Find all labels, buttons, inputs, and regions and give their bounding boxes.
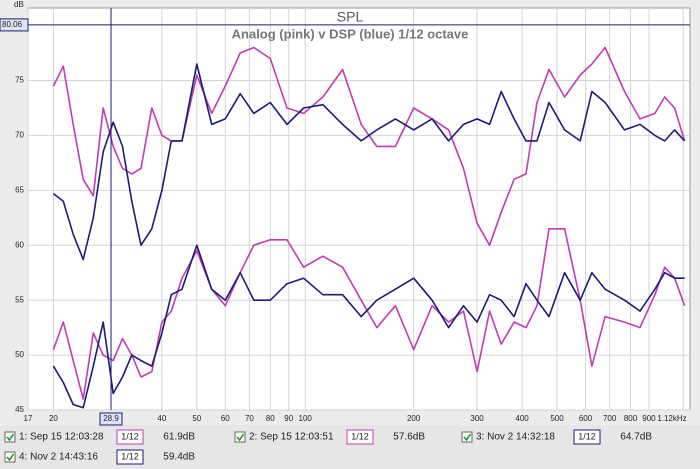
x-tick-label: 40 xyxy=(157,414,166,423)
legend-label: 2: Sep 15 12:03:51 xyxy=(249,432,334,443)
smoothing-label: 1/12 xyxy=(121,431,139,441)
smoothing-box xyxy=(573,429,601,445)
x-tick-label: 100 xyxy=(299,414,313,423)
cursor-value: 61.9dB xyxy=(163,432,195,443)
cursor-x-box xyxy=(99,412,123,426)
series-line xyxy=(52,63,686,261)
x-tick-label: 200 xyxy=(407,414,421,423)
y-unit: dB xyxy=(14,0,24,9)
legend-checkbox xyxy=(234,431,246,443)
y-tick-label: 60 xyxy=(15,240,24,249)
x-tick-label: 800 xyxy=(624,414,638,423)
x-tick-label: 1.12kHz xyxy=(657,414,686,423)
x-tick-label: 700 xyxy=(603,414,617,423)
series-line xyxy=(52,228,686,400)
cursor-value: 57.6dB xyxy=(393,432,425,443)
series-line xyxy=(52,46,686,246)
cursor-value: 59.4dB xyxy=(163,452,195,463)
y-tick-label: 75 xyxy=(15,76,24,85)
x-tick-label: 50 xyxy=(192,414,201,423)
smoothing-label: 1/12 xyxy=(578,431,596,441)
cursor-x-label: 28.9 xyxy=(103,414,119,423)
legend-checkbox xyxy=(4,451,16,463)
y-tick-label: 45 xyxy=(15,405,24,414)
series-line xyxy=(52,244,685,409)
plot-area xyxy=(27,7,691,411)
x-tick-label: 60 xyxy=(221,414,230,423)
legend-label: 1: Sep 15 12:03:28 xyxy=(19,432,104,443)
legend-check xyxy=(463,433,472,442)
smoothing-label: 1/12 xyxy=(351,431,369,441)
x-tick-label: 70 xyxy=(245,414,254,423)
legend-check xyxy=(6,433,15,442)
legend-check xyxy=(6,453,15,462)
smoothing-box xyxy=(116,449,144,465)
x-tick-label: 900 xyxy=(642,414,656,423)
y-tick-label: 70 xyxy=(15,131,24,140)
legend-checkbox xyxy=(4,431,16,443)
y-tick-label: 50 xyxy=(15,350,24,359)
x-tick-label: 17 xyxy=(24,414,33,423)
cursor-y-box xyxy=(0,18,29,32)
legend-check xyxy=(236,433,245,442)
x-tick-label: 400 xyxy=(515,414,529,423)
x-tick-label: 80 xyxy=(266,414,275,423)
y-tick-label: 55 xyxy=(15,295,24,304)
smoothing-box xyxy=(346,429,374,445)
legend-label: 4: Nov 2 14:43:16 xyxy=(19,452,98,463)
series-group xyxy=(52,46,686,409)
smoothing-label: 1/12 xyxy=(121,451,139,461)
smoothing-box xyxy=(116,429,144,445)
legend-checkbox xyxy=(461,431,473,443)
x-tick-label: 90 xyxy=(284,414,293,423)
x-tick-label: 600 xyxy=(579,414,593,423)
x-tick-label: 20 xyxy=(49,414,58,423)
legend-label: 3: Nov 2 14:32:18 xyxy=(476,432,555,443)
chart-title: SPL xyxy=(337,9,364,25)
x-tick-label: 500 xyxy=(550,414,564,423)
chart-subtitle: Analog (pink) v DSP (blue) 1/12 octave xyxy=(232,26,469,41)
cursor-value: 64.7dB xyxy=(620,432,652,443)
cursor-y-label: 80.06 xyxy=(2,20,23,29)
x-tick-label: 300 xyxy=(470,414,484,423)
y-tick-label: 65 xyxy=(15,185,24,194)
